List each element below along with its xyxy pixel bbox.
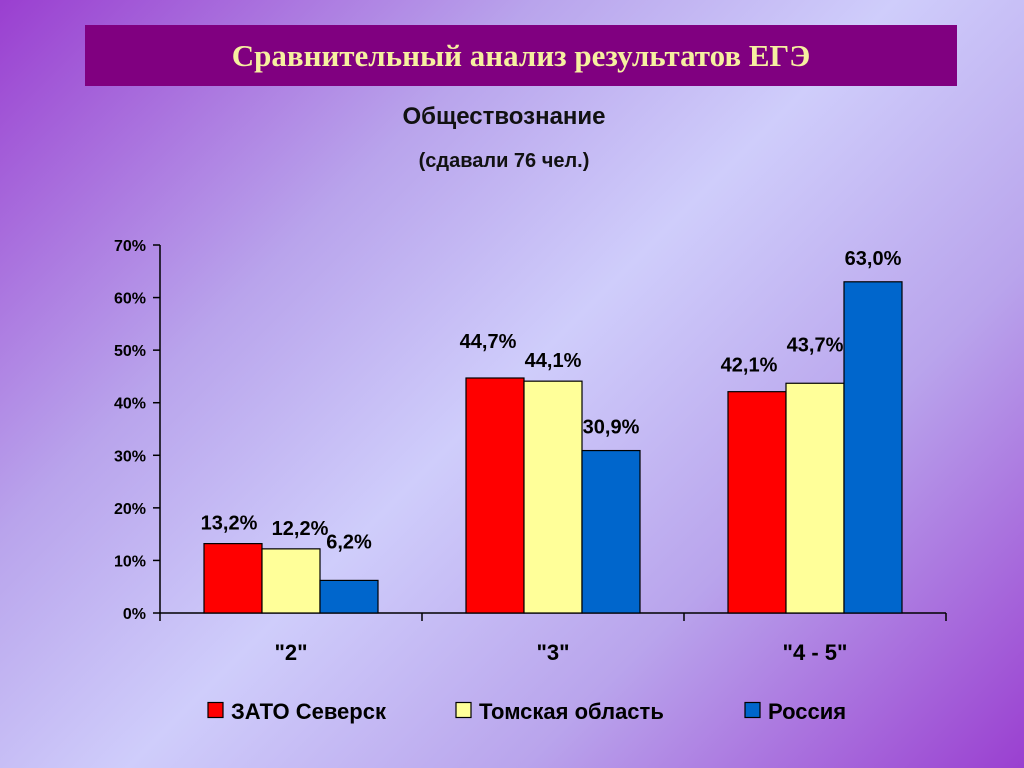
data-label: 6,2% [326, 531, 372, 553]
data-label: 44,7% [460, 331, 517, 353]
x-category-label: "4 - 5" [783, 640, 848, 665]
legend-swatch [207, 701, 224, 719]
chart-subtitle: (сдавали 76 чел.) [418, 150, 590, 172]
bar [581, 449, 641, 614]
title-banner: Сравнительный анализ результатов ЕГЭ [85, 25, 957, 86]
chart-title: Обществознание [402, 103, 606, 130]
bar [465, 377, 525, 614]
y-tick-label: 30% [114, 448, 146, 465]
x-category-label: "3" [536, 640, 569, 665]
y-tick-label: 60% [114, 291, 146, 308]
plot-area: 0% 10% 20% 30% 40% 50% 60% 70% "2" "3" "4 - 5" 13,2… [114, 238, 947, 724]
legend-swatch [455, 701, 472, 719]
x-category-label: "2" [274, 640, 307, 665]
legend-label: Томская область [479, 699, 664, 724]
data-label: 63,0% [845, 248, 902, 270]
slide-title: Сравнительный анализ результатов ЕГЭ [231, 37, 811, 73]
bar [261, 548, 321, 614]
bar [785, 382, 845, 614]
data-label: 42,1% [721, 355, 778, 377]
y-tick-label: 20% [114, 501, 146, 518]
bar [203, 543, 263, 614]
bar [523, 380, 583, 614]
y-tick-label: 0% [123, 606, 146, 623]
bar [843, 281, 903, 614]
legend-label: Россия [768, 699, 846, 724]
y-tick-label: 70% [114, 238, 146, 255]
data-label: 12,2% [272, 518, 329, 540]
data-label: 44,1% [525, 350, 582, 372]
data-label: 43,7% [787, 334, 844, 356]
bar [319, 579, 379, 614]
y-tick-label: 40% [114, 396, 146, 413]
bar [727, 391, 787, 614]
legend-label: ЗАТО Северск [231, 699, 387, 724]
data-label: 30,9% [583, 417, 640, 439]
y-tick-label: 10% [114, 553, 146, 570]
y-tick-label: 50% [114, 343, 146, 360]
legend-swatch [744, 701, 761, 719]
data-label: 13,2% [201, 513, 258, 535]
